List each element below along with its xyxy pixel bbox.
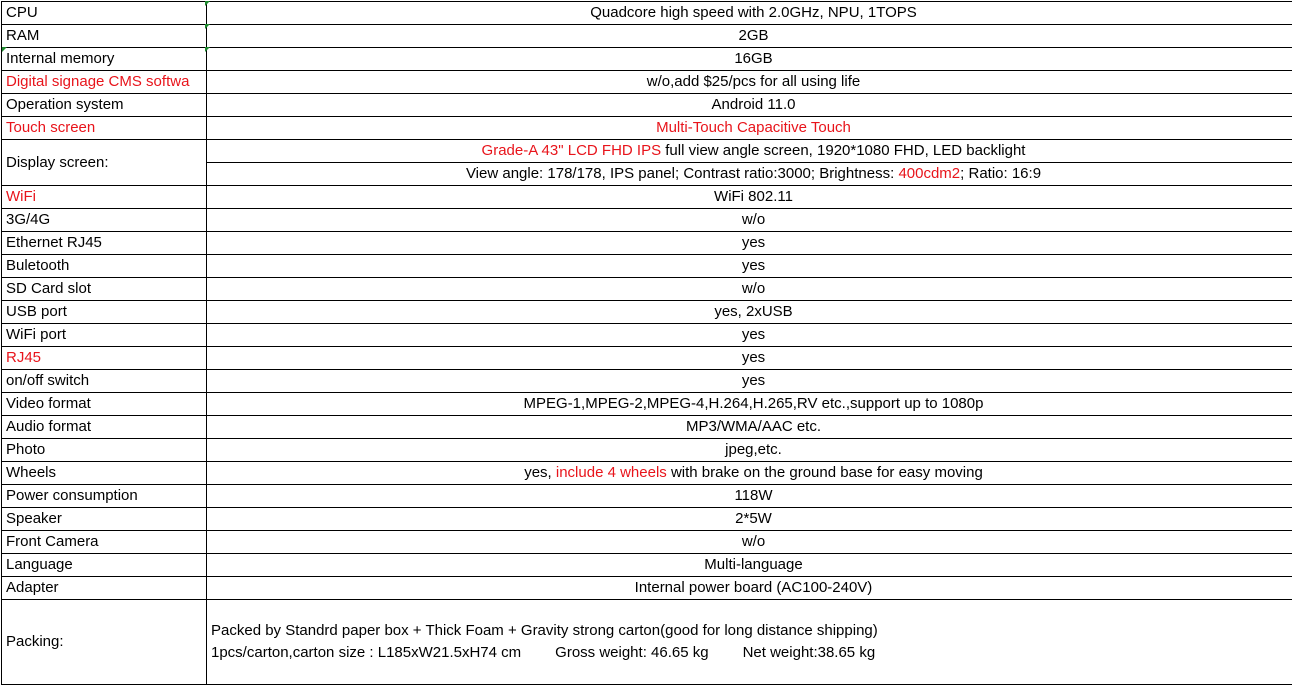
packing-line-1: Packed by Standrd paper box + Thick Foam…: [211, 620, 1292, 642]
value-highlight: include 4 wheels: [556, 464, 667, 481]
gross-weight: Gross weight: 46.65 kg: [555, 644, 708, 661]
row-label[interactable]: Operation system: [2, 94, 207, 117]
value-highlight: 400cdm2: [898, 165, 960, 182]
row-label[interactable]: Ethernet RJ45: [2, 232, 207, 255]
row-label[interactable]: Digital signage CMS softwa: [2, 71, 207, 94]
row-label[interactable]: RJ45: [2, 347, 207, 370]
row-value[interactable]: WiFi 802.11: [207, 186, 1292, 209]
row-value[interactable]: 2GB: [207, 25, 1292, 48]
row-label[interactable]: Wheels: [2, 462, 207, 485]
row-value[interactable]: Quadcore high speed with 2.0GHz, NPU, 1T…: [207, 2, 1292, 25]
row-label[interactable]: Photo: [2, 439, 207, 462]
row-label[interactable]: WiFi port: [2, 324, 207, 347]
row-value[interactable]: yes, include 4 wheels with brake on the …: [207, 462, 1292, 485]
row-label[interactable]: RAM: [2, 25, 207, 48]
row-value[interactable]: Internal power board (AC100-240V): [207, 577, 1292, 600]
row-label[interactable]: Touch screen: [2, 117, 207, 140]
row-label[interactable]: CPU: [2, 2, 207, 25]
row-value[interactable]: yes: [207, 347, 1292, 370]
row-value[interactable]: MP3/WMA/AAC etc.: [207, 416, 1292, 439]
row-value[interactable]: w/o,add $25/pcs for all using life: [207, 71, 1292, 94]
row-value[interactable]: yes: [207, 324, 1292, 347]
table-row: Display screen: Grade-A 43" LCD FHD IPS …: [2, 140, 1292, 163]
comment-marker-icon: [205, 1, 210, 6]
row-value[interactable]: yes, 2xUSB: [207, 301, 1292, 324]
carton-size: 1pcs/carton,carton size : L185xW21.5xH74…: [211, 644, 521, 661]
row-label[interactable]: Buletooth: [2, 255, 207, 278]
row-label[interactable]: SD Card slot: [2, 278, 207, 301]
row-value[interactable]: yes: [207, 255, 1292, 278]
row-value[interactable]: w/o: [207, 278, 1292, 301]
row-label[interactable]: Speaker: [2, 508, 207, 531]
net-weight: Net weight:38.65 kg: [743, 644, 876, 661]
row-value[interactable]: 118W: [207, 485, 1292, 508]
row-value[interactable]: 16GB: [207, 48, 1292, 71]
comment-marker-icon: [205, 47, 210, 52]
row-label[interactable]: Front Camera: [2, 531, 207, 554]
row-value[interactable]: Multi-Touch Capacitive Touch: [207, 117, 1292, 140]
row-label[interactable]: Internal memory: [2, 48, 207, 71]
value-text: full view angle screen, 1920*1080 FHD, L…: [665, 142, 1025, 159]
row-label[interactable]: Language: [2, 554, 207, 577]
row-label[interactable]: Power consumption: [2, 485, 207, 508]
value-text: with brake on the ground base for easy m…: [667, 464, 983, 481]
comment-marker-icon: [2, 47, 7, 52]
packing-line-2: 1pcs/carton,carton size : L185xW21.5xH74…: [211, 642, 1292, 664]
row-value[interactable]: Grade-A 43" LCD FHD IPS full view angle …: [207, 140, 1292, 163]
value-text: ; Ratio: 16:9: [960, 165, 1041, 182]
row-label[interactable]: on/off switch: [2, 370, 207, 393]
row-value[interactable]: jpeg,etc.: [207, 439, 1292, 462]
row-value[interactable]: 2*5W: [207, 508, 1292, 531]
row-value[interactable]: Multi-language: [207, 554, 1292, 577]
row-value[interactable]: Packed by Standrd paper box + Thick Foam…: [207, 600, 1292, 685]
row-value[interactable]: View angle: 178/178, IPS panel; Contrast…: [207, 163, 1292, 186]
row-value[interactable]: MPEG-1,MPEG-2,MPEG-4,H.264,H.265,RV etc.…: [207, 393, 1292, 416]
row-value[interactable]: yes: [207, 370, 1292, 393]
comment-marker-icon: [205, 24, 210, 29]
row-value[interactable]: w/o: [207, 209, 1292, 232]
row-value[interactable]: Android 11.0: [207, 94, 1292, 117]
row-label[interactable]: Video format: [2, 393, 207, 416]
row-value[interactable]: w/o: [207, 531, 1292, 554]
value-text: yes,: [524, 464, 556, 481]
row-label[interactable]: Display screen:: [2, 140, 207, 186]
row-label[interactable]: Adapter: [2, 577, 207, 600]
table-row: Wheels yes, include 4 wheels with brake …: [2, 462, 1292, 485]
row-label[interactable]: Packing:: [2, 600, 207, 685]
row-value[interactable]: yes: [207, 232, 1292, 255]
table-row: Packing: Packed by Standrd paper box + T…: [2, 600, 1292, 685]
row-label[interactable]: USB port: [2, 301, 207, 324]
row-label[interactable]: WiFi: [2, 186, 207, 209]
row-label[interactable]: 3G/4G: [2, 209, 207, 232]
value-text: View angle: 178/178, IPS panel; Contrast…: [466, 165, 899, 182]
value-highlight: Grade-A 43" LCD FHD IPS: [482, 142, 666, 159]
row-label[interactable]: Audio format: [2, 416, 207, 439]
